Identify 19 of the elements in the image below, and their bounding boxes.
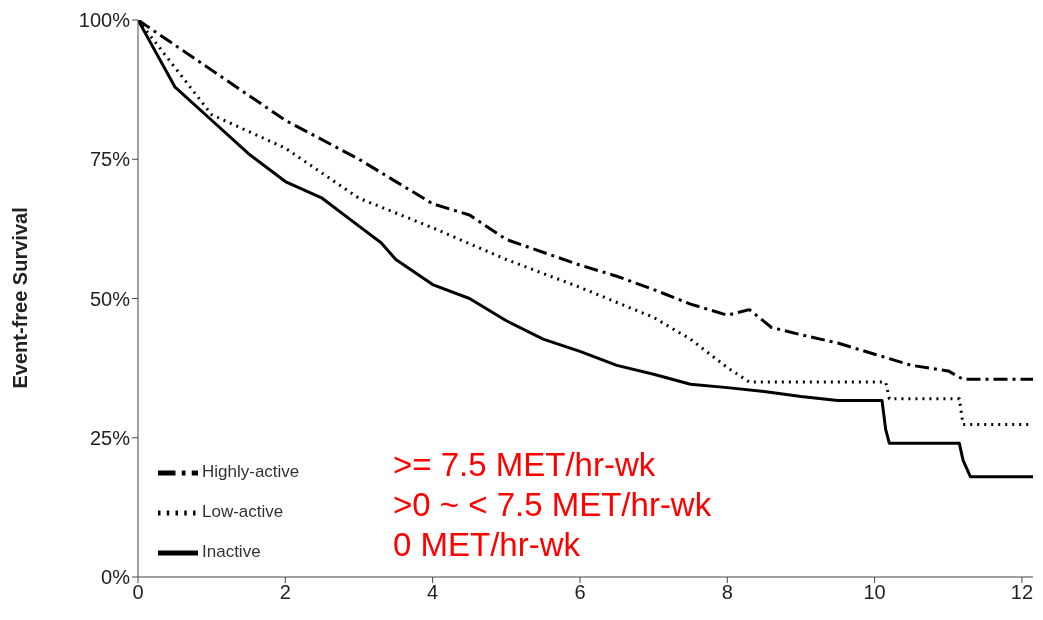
x-tick-label: 0 [132,581,144,604]
legend-label: Inactive [202,542,261,562]
y-tick-label: 25% [89,426,131,449]
y-tick-label: 50% [89,287,131,310]
x-tick-label: 10 [863,581,886,604]
legend-label: Highly-active [202,462,300,482]
legend-label: Low-active [202,502,284,522]
annotation: >= 7.5 MET/hr-wk [393,445,657,485]
x-tick-label: 12 [1010,581,1034,604]
y-axis-title: Event-free Survival [9,207,32,389]
y-tick-label: 75% [89,148,131,171]
y-tick-label: 100% [78,9,131,32]
annotation: 0 MET/hr-wk [393,525,581,565]
x-tick-label: 8 [721,581,733,604]
x-tick-label: 6 [574,581,586,604]
x-tick-label: 2 [279,581,291,604]
x-tick-label: 4 [427,581,439,604]
annotation: >0 ~ < 7.5 MET/hr-wk [393,485,712,525]
y-tick-label: 0% [101,566,131,589]
